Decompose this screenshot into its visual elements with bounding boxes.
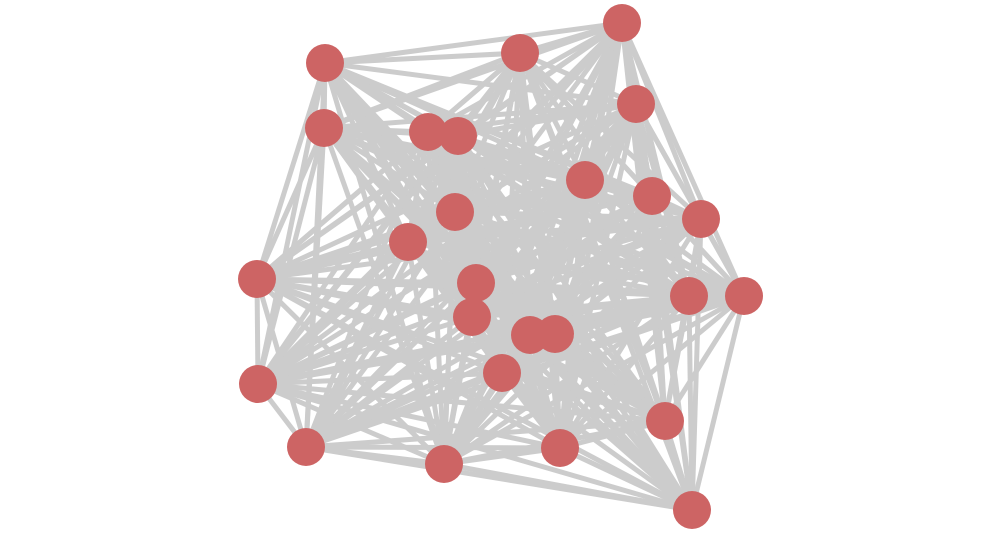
edge-n21-n22 bbox=[257, 381, 666, 424]
node-n23[interactable] bbox=[287, 428, 325, 466]
edge-n3-n17 bbox=[619, 21, 747, 298]
edge-n19-n21 bbox=[257, 331, 556, 387]
edge-n12-n13 bbox=[256, 239, 409, 282]
node-n12[interactable] bbox=[389, 223, 427, 261]
node-n11[interactable] bbox=[436, 193, 474, 231]
edge-n4-n7 bbox=[457, 101, 637, 139]
edge-n24-n26 bbox=[443, 461, 693, 513]
edge-n1-n13 bbox=[254, 62, 328, 280]
node-n19[interactable] bbox=[536, 315, 574, 353]
node-n10[interactable] bbox=[682, 200, 720, 238]
edge-n4-n5 bbox=[323, 101, 637, 131]
node-n4[interactable] bbox=[617, 85, 655, 123]
node-n26[interactable] bbox=[673, 491, 711, 529]
node-n3[interactable] bbox=[603, 4, 641, 42]
node-n20[interactable] bbox=[483, 354, 521, 392]
node-n17[interactable] bbox=[725, 277, 763, 315]
node-n15[interactable] bbox=[453, 298, 491, 336]
node-n25[interactable] bbox=[541, 429, 579, 467]
node-n2[interactable] bbox=[501, 34, 539, 72]
edge-n15-n21 bbox=[257, 314, 473, 387]
node-n6[interactable] bbox=[409, 113, 447, 151]
edge-n13-n24 bbox=[255, 277, 446, 466]
edge-n20-n26 bbox=[500, 370, 694, 513]
edge-n25-n26 bbox=[558, 445, 694, 513]
node-n1[interactable] bbox=[306, 44, 344, 82]
edge-n1-n2 bbox=[324, 50, 521, 66]
edge-n20-n23 bbox=[305, 370, 503, 450]
edge-n16-n26 bbox=[686, 295, 695, 511]
edge-n17-n26 bbox=[689, 295, 747, 511]
edge-n7-n13 bbox=[255, 133, 460, 282]
edge-n22-n23 bbox=[305, 418, 666, 450]
edge-n21-n24 bbox=[257, 381, 445, 467]
edge-n13-n23 bbox=[254, 278, 309, 448]
edge-n19-n22 bbox=[553, 332, 667, 423]
edge-n8-n25 bbox=[557, 179, 588, 449]
edge-n4-n21 bbox=[256, 101, 638, 387]
edge-n13-n26 bbox=[255, 276, 694, 513]
edge-n24-n25 bbox=[443, 445, 561, 467]
node-n9[interactable] bbox=[633, 177, 671, 215]
edge-n23-n25 bbox=[305, 444, 561, 451]
edge-n20-n22 bbox=[501, 370, 666, 424]
node-n8[interactable] bbox=[566, 161, 604, 199]
edge-n3-n6 bbox=[426, 20, 624, 135]
node-n24[interactable] bbox=[425, 445, 463, 483]
nodes-layer bbox=[238, 4, 763, 529]
node-n5[interactable] bbox=[305, 109, 343, 147]
node-n13[interactable] bbox=[238, 260, 276, 298]
edge-n17-n22 bbox=[662, 294, 747, 423]
edge-n9-n11 bbox=[454, 193, 653, 215]
node-n21[interactable] bbox=[239, 365, 277, 403]
edge-n21-n25 bbox=[257, 381, 561, 451]
edge-n10-n11 bbox=[454, 209, 702, 222]
node-n22[interactable] bbox=[646, 402, 684, 440]
node-n14[interactable] bbox=[457, 264, 495, 302]
edge-n14-n21 bbox=[256, 280, 478, 387]
node-n16[interactable] bbox=[670, 277, 708, 315]
edge-n6-n13 bbox=[255, 130, 430, 281]
edge-n20-n21 bbox=[257, 370, 503, 387]
edge-n19-n23 bbox=[304, 331, 557, 450]
edge-n5-n13 bbox=[254, 126, 327, 281]
edge-n11-n13 bbox=[256, 209, 456, 282]
edge-n15-n23 bbox=[304, 315, 474, 449]
edge-n14-n23 bbox=[304, 281, 478, 449]
edge-n3-n5 bbox=[323, 20, 623, 131]
node-n7[interactable] bbox=[439, 117, 477, 155]
edge-n17-n25 bbox=[558, 294, 746, 450]
edge-n1-n3 bbox=[324, 20, 623, 66]
